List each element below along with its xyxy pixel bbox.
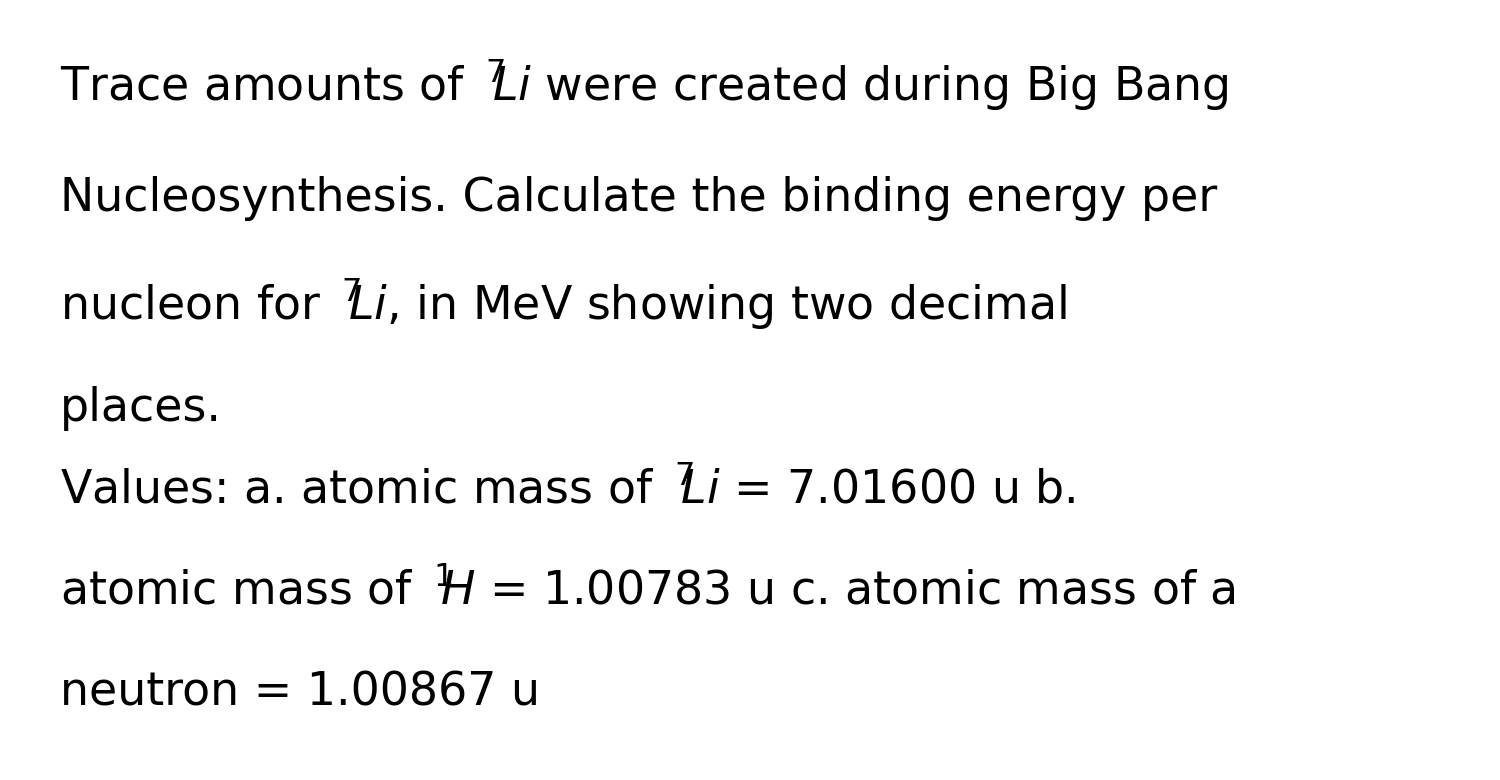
- Text: Trace amounts of $\,^{7}\!\!Li$ were created during Big Bang: Trace amounts of $\,^{7}\!\!Li$ were cre…: [60, 58, 1228, 113]
- Text: Nucleosynthesis. Calculate the binding energy per: Nucleosynthesis. Calculate the binding e…: [60, 176, 1218, 221]
- Text: places.: places.: [60, 386, 222, 431]
- Text: Values: a. atomic mass of $\,^{7}\!\!Li$ = 7.01600 u b.: Values: a. atomic mass of $\,^{7}\!\!Li$…: [60, 468, 1076, 513]
- Text: neutron = 1.00867 u: neutron = 1.00867 u: [60, 671, 540, 716]
- Text: nucleon for $\,^{7}\!\!Li$, in MeV showing two decimal: nucleon for $\,^{7}\!\!Li$, in MeV showi…: [60, 276, 1066, 332]
- Text: atomic mass of $\,^{1}\!\!H$ = 1.00783 u c. atomic mass of a: atomic mass of $\,^{1}\!\!H$ = 1.00783 u…: [60, 569, 1236, 615]
